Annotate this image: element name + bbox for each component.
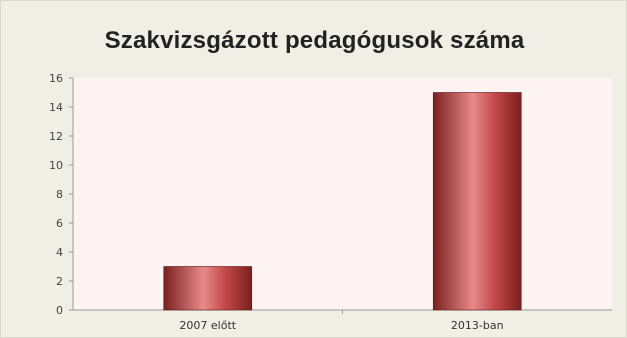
y-tick-label: 10 xyxy=(49,159,63,172)
y-tick-label: 16 xyxy=(49,72,63,85)
y-tick-label: 12 xyxy=(49,130,63,143)
bar xyxy=(432,92,522,311)
category-label: 2007 előtt xyxy=(179,319,236,332)
y-axis-ticks: 0 2 4 6 8 10 12 14 16 xyxy=(49,72,73,317)
chart-title: Szakvizsgázott pedagógusok száma xyxy=(104,27,525,54)
y-tick-label: 2 xyxy=(56,275,63,288)
y-tick-label: 6 xyxy=(56,217,63,230)
plot-area xyxy=(73,78,612,310)
y-tick-label: 8 xyxy=(56,188,63,201)
category-labels: 2007 előtt 2013-ban xyxy=(179,310,504,332)
bars xyxy=(163,92,522,311)
category-label: 2013-ban xyxy=(451,319,504,332)
y-tick-label: 14 xyxy=(49,101,63,114)
bar xyxy=(163,266,253,311)
y-tick-label: 0 xyxy=(56,304,63,317)
y-tick-label: 4 xyxy=(56,246,63,259)
